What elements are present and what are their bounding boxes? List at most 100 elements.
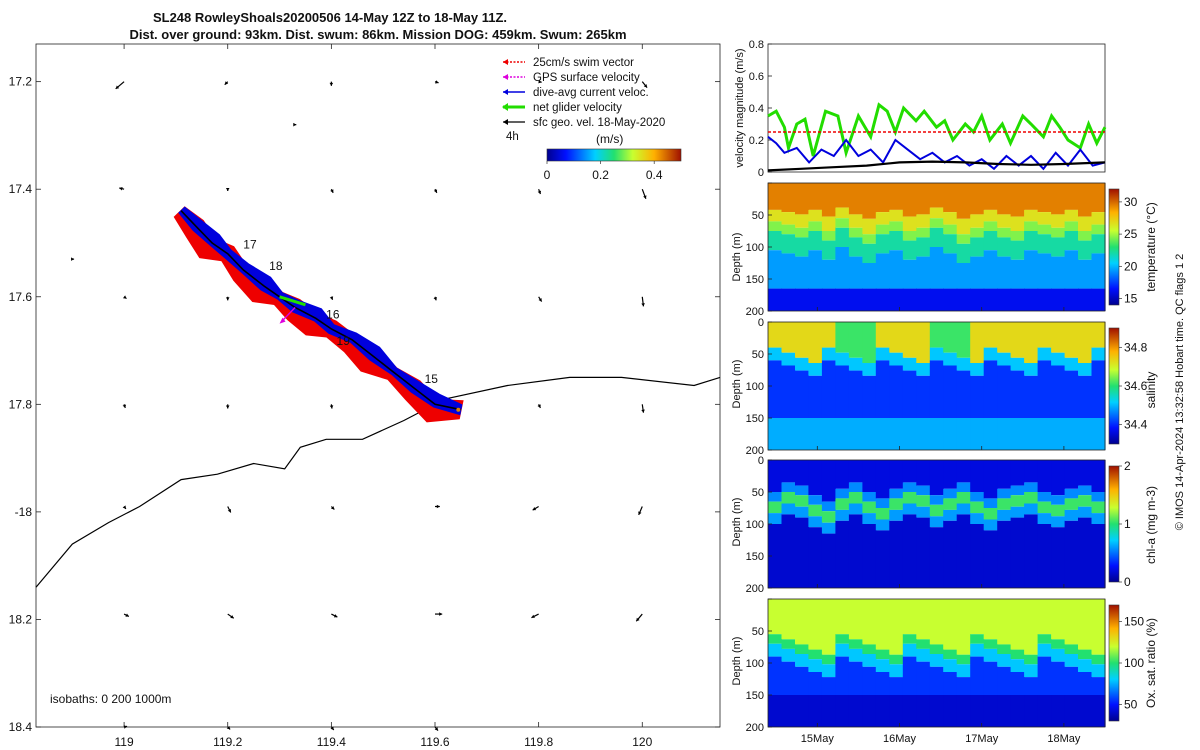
geo-vector-arrow — [71, 257, 75, 261]
colorbar-units: (m/s) — [596, 132, 623, 146]
map-x-tick-label: 119.4 — [317, 735, 346, 749]
geo-vector-arrow — [330, 726, 335, 731]
geo-vector-arrow — [227, 613, 235, 619]
section-y-tick-label: 50 — [752, 210, 764, 222]
chla-cbar-label: chl-a (mg m-3) — [1144, 486, 1158, 564]
section-cbar-tick-label: 50 — [1124, 697, 1138, 711]
glider-track — [173, 206, 464, 423]
speed-colorbar-ticks: 0 0.2 0.4 — [544, 161, 663, 182]
legend-dive-avg: dive-avg current veloc. — [503, 87, 649, 99]
chart-title-line2: Dist. over ground: 93km. Dist. swum: 86k… — [129, 27, 626, 42]
section-colorbar-chl — [1108, 465, 1120, 583]
geo-vector-arrow — [433, 296, 437, 301]
geo-vector-arrow — [434, 726, 439, 731]
geo-vector-arrow — [641, 188, 647, 200]
section-cbar-tick-label: 150 — [1124, 615, 1144, 629]
map-x-tick-label: 119.2 — [213, 735, 242, 749]
section-y-tick-label: 200 — [746, 722, 764, 734]
dive-avg-current-ribbon — [178, 206, 463, 416]
section-cbar-tick-label: 1 — [1124, 517, 1131, 531]
geo-vector-arrow — [532, 505, 539, 511]
map-y-tick-label: 18.4 — [9, 720, 33, 734]
section-field-oxy — [768, 599, 1106, 727]
section-cbar-tick-label: 25 — [1124, 227, 1138, 241]
section-axes-temp: 50 100 150 200 15 20 25 30 — [746, 182, 1138, 318]
section-axes: 501001502001520253005010015020034.434.63… — [746, 182, 1148, 745]
section-y-tick-label: 200 — [746, 445, 764, 457]
geo-vector-arrow — [122, 404, 127, 409]
map-y-tick-label: 17.8 — [9, 397, 33, 411]
section-cbar-tick-label: 20 — [1124, 259, 1138, 273]
map-legend: 25cm/s swim vector GPS surface velocity … — [502, 57, 682, 182]
section-x-tick-label: 16May — [883, 733, 917, 745]
track-end-marker — [456, 407, 461, 412]
geo-vector-arrow — [115, 81, 125, 90]
map-y-tick-label: 18.2 — [9, 612, 33, 626]
geo-vector-arrow — [225, 296, 230, 301]
oxygen-cbar-label: Ox. sat. ratio (%) — [1144, 618, 1158, 708]
legend-net-arrow-icon — [502, 103, 508, 111]
section-field-chl — [768, 460, 1106, 588]
temperature-panel: Depth (m) temperature (°C) — [731, 202, 1158, 292]
section-x-tick-label: 17May — [965, 733, 999, 745]
section-axes-chl: 0 50 100 150 200 0 1 2 — [746, 455, 1131, 595]
section-field-sal — [768, 322, 1106, 450]
chla-panel: Depth (m) chl-a (mg m-3) — [731, 486, 1158, 564]
geo-vector-arrow — [329, 404, 334, 409]
section-y-tick-label: 150 — [746, 413, 764, 425]
section-panels: Depth (m) temperature (°C) Depth (m) sal… — [731, 182, 1158, 745]
map-x-tick-label: 120 — [632, 735, 652, 749]
glider-track-line — [180, 210, 462, 411]
legend-swim-vector: 25cm/s swim vector — [503, 57, 634, 69]
map-x-ticks: 119 119.2 119.4 119.6 119.8 120 — [115, 44, 653, 749]
speed-colorbar — [546, 148, 682, 162]
geo-vector-arrow — [434, 80, 439, 84]
geo-vector-arrow — [330, 188, 334, 194]
legend-dive-label: dive-avg current veloc. — [533, 87, 649, 99]
coastline — [35, 376, 721, 588]
chart-title-line1: SL248 RowleyShoals20200506 14-May 12Z to… — [153, 10, 507, 25]
velocity-y-tick-label: 0.8 — [749, 39, 764, 51]
section-y-tick-label: 0 — [758, 317, 764, 329]
legend-net-glider: net glider velocity — [502, 102, 622, 114]
day-label: 19 — [337, 334, 351, 348]
map-y-tick-label: 17.2 — [9, 75, 33, 89]
credit-text: © IMOS 14-Apr-2024 13:32:58 Hobart time.… — [1174, 254, 1186, 531]
section-cbar-tick-label: 2 — [1124, 459, 1131, 473]
speed-cbar-tick-label: 0 — [544, 168, 551, 182]
section-colorbar-sal — [1108, 327, 1120, 445]
geo-vector-arrow — [122, 505, 127, 510]
legend-gps-arrow-icon — [503, 74, 508, 80]
day-label: 15 — [425, 372, 439, 386]
section-y-tick-label: 200 — [746, 306, 764, 318]
section-y-tick-label: 150 — [746, 690, 764, 702]
geo-vector-arrow — [538, 296, 543, 302]
map-x-tick-label: 119.8 — [524, 735, 553, 749]
velocity-y-tick-label: 0 — [758, 167, 764, 179]
velocity-y-tick-label: 0.6 — [749, 71, 764, 83]
geo-vector-arrow — [330, 506, 335, 510]
salinity-panel: Depth (m) salinity — [731, 360, 1158, 409]
map-x-tick-label: 119 — [115, 735, 134, 749]
section-y-tick-label: 200 — [746, 583, 764, 595]
section-y-tick-label: 150 — [746, 274, 764, 286]
isobaths-label: isobaths: 0 200 1000m — [50, 692, 171, 706]
geo-vector-arrow — [435, 504, 440, 509]
section-fields — [768, 183, 1106, 727]
legend-swim-arrow-icon — [503, 59, 508, 65]
section-axes-sal: 0 50 100 150 200 34.4 34.6 34.8 — [746, 317, 1148, 457]
geo-vector-arrow — [224, 81, 229, 86]
section-y-tick-label: 100 — [746, 658, 764, 670]
speed-cbar-tick-label: 0.2 — [592, 168, 609, 182]
sfc-geo-velocity-line — [767, 160, 1106, 172]
geo-vector-arrow — [329, 81, 334, 86]
geo-vector-arrow — [227, 506, 232, 513]
section-axes-oxy: 50 100 150 200 50 100 150 — [746, 598, 1144, 734]
map-y-tick-label: -18 — [15, 505, 33, 519]
geo-vector-arrow — [435, 612, 443, 616]
geo-vector-arrow — [329, 296, 334, 300]
geo-vector-arrow — [635, 613, 643, 622]
section-field-temp — [768, 183, 1106, 311]
net-glider-velocity-line — [767, 102, 1107, 159]
